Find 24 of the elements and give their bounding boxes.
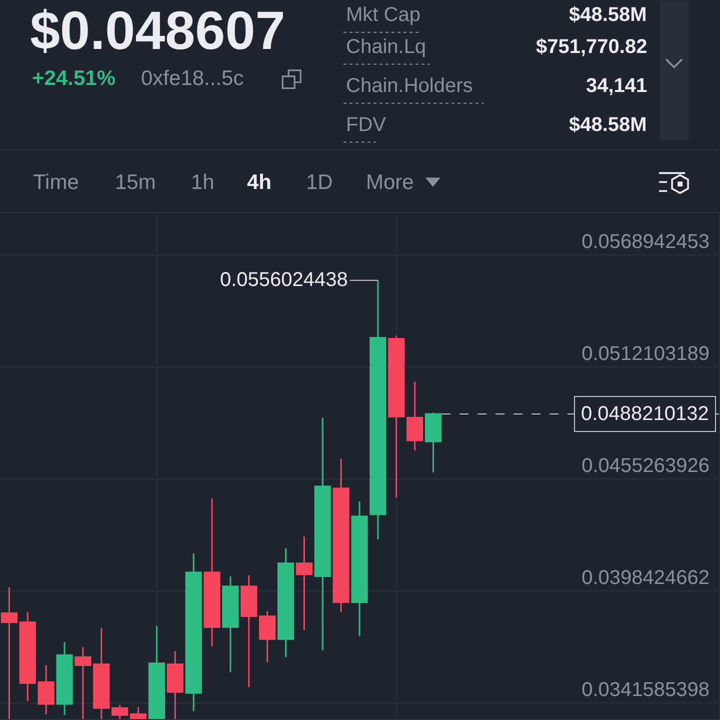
y-tick-label: 0.0398424662	[582, 567, 710, 590]
text: +24.51%	[32, 67, 116, 90]
y-tick-label: 0.0512103189	[582, 342, 710, 365]
text: 4h	[247, 171, 272, 194]
text: FDV	[346, 114, 387, 136]
text: Mkt Cap	[346, 4, 420, 26]
text: 1D	[306, 171, 333, 194]
chart-title: $0.048607	[30, 0, 286, 61]
y-tick-label: 0.0341585398	[582, 679, 710, 702]
text: 0xfe18...5c	[141, 67, 244, 90]
annotation: 0.0556024438	[220, 269, 348, 291]
y-tick-label: 0.0568942453	[582, 230, 710, 253]
text: Chain.Holders	[346, 75, 473, 97]
text: $48.58M	[569, 114, 647, 136]
text: $751,770.82	[536, 36, 648, 58]
text: More	[366, 171, 414, 194]
y-tick-label: 0.0455263926	[582, 454, 710, 477]
text: 34,141	[586, 75, 648, 97]
text: Chain.Lq	[346, 36, 426, 58]
text: 15m	[115, 171, 156, 194]
text: 1h	[191, 171, 214, 194]
text: $48.58M	[569, 4, 647, 26]
text: Time	[33, 171, 79, 194]
ref-line-label: 0.0488210132	[581, 403, 709, 425]
